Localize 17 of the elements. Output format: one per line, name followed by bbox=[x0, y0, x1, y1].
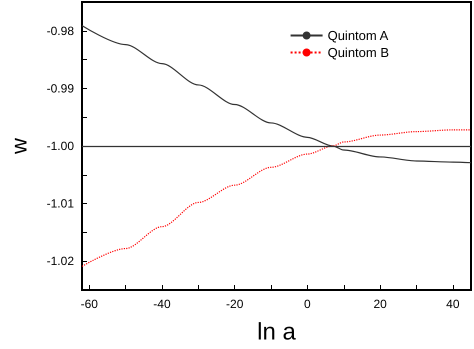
y-tick-label: -0.99 bbox=[46, 81, 74, 96]
x-tick-label: 40 bbox=[446, 297, 460, 311]
y-tick-label: -0.98 bbox=[46, 24, 74, 38]
legend-label: Quintom A bbox=[328, 28, 389, 43]
y-tick-label: -1.01 bbox=[46, 196, 74, 211]
x-tick-label: 0 bbox=[304, 297, 312, 311]
y-tick-label: -1.00 bbox=[46, 139, 74, 153]
line-series bbox=[81, 25, 472, 164]
x-tick-label: -20 bbox=[226, 297, 244, 311]
y-axis-title: w bbox=[6, 138, 32, 155]
y-tick-label: -1.02 bbox=[46, 254, 74, 268]
legend-label: Quintom B bbox=[328, 45, 390, 60]
x-tick-label: 20 bbox=[373, 297, 388, 311]
line-series bbox=[81, 129, 472, 267]
x-tick-label: -60 bbox=[80, 297, 98, 311]
x-axis-title: ln a bbox=[257, 318, 296, 346]
x-tick-label: -40 bbox=[153, 297, 171, 311]
